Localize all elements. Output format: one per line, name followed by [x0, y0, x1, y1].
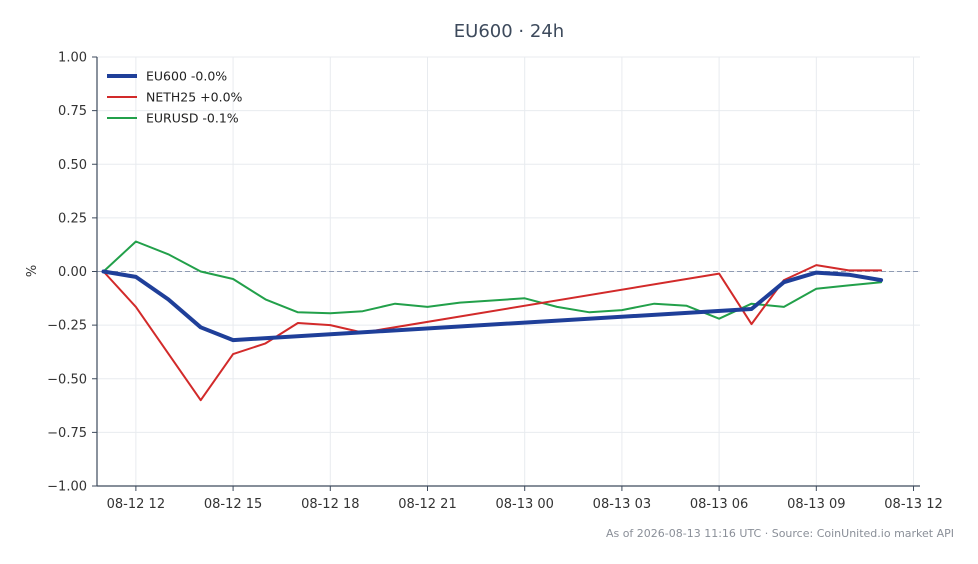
y-tick-label: −0.50 — [47, 372, 87, 387]
x-tick-label: 08-13 03 — [593, 497, 651, 512]
series-line — [102, 240, 883, 320]
series-layer — [101, 240, 884, 402]
y-tick-label: −0.75 — [47, 426, 87, 441]
axes: 1.00 0.75 0.50 0.25 0.00 −0.25 −0.50 −0.75 −1.00… — [47, 51, 943, 513]
y-tick-label: 0.50 — [58, 158, 87, 173]
series-line — [102, 264, 883, 402]
series-line — [101, 269, 884, 343]
x-tick-label: 08-12 12 — [107, 497, 165, 512]
y-tick-label: 0.25 — [58, 211, 87, 226]
x-tick-label: 08-13 06 — [690, 497, 748, 512]
x-tick-label: 08-12 21 — [398, 497, 456, 512]
source-footer: As of 2026-08-13 11:16 UTC · Source: Coi… — [606, 527, 954, 540]
chart-title: EU600 · 24h — [454, 21, 564, 42]
legend: EU600 -0.0% NETH25 +0.0% EURUSD -0.1% — [107, 69, 243, 126]
y-tick-label: 0.75 — [58, 104, 87, 119]
x-tick-label: 08-13 12 — [884, 497, 942, 512]
y-tick-label: 0.00 — [58, 265, 87, 280]
legend-label: NETH25 +0.0% — [146, 90, 243, 105]
legend-label: EU600 -0.0% — [146, 69, 227, 84]
x-tick-label: 08-13 00 — [495, 497, 553, 512]
y-tick-label: −0.25 — [47, 319, 87, 334]
x-tick-label: 08-13 09 — [787, 497, 845, 512]
y-tick-label: 1.00 — [58, 51, 87, 66]
y-axis-label: % — [25, 265, 40, 277]
y-tick-label: −1.00 — [47, 480, 87, 495]
x-tick-label: 08-12 18 — [301, 497, 359, 512]
x-tick-label: 08-12 15 — [204, 497, 262, 512]
legend-label: EURUSD -0.1% — [146, 111, 239, 126]
